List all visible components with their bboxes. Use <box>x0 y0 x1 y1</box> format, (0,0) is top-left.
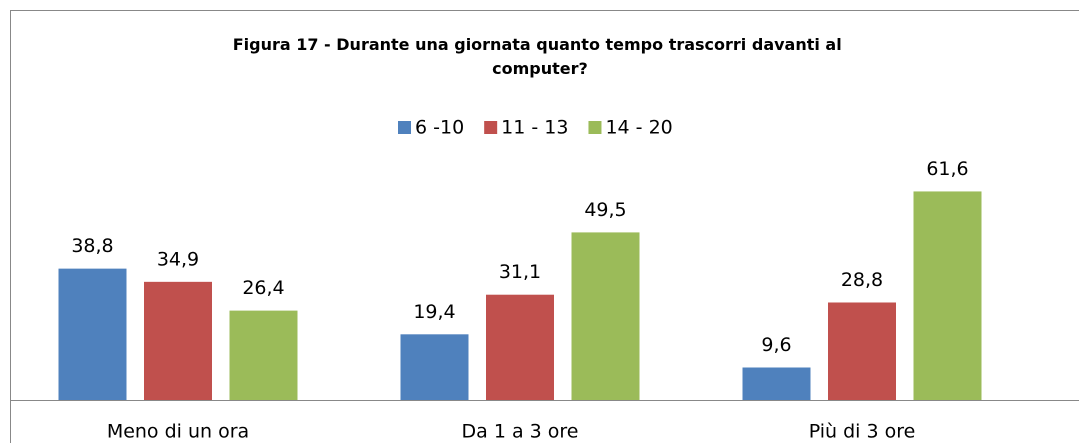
legend <box>398 121 602 134</box>
legend-label: 14 - 20 <box>605 117 672 139</box>
legend-swatch <box>398 121 411 134</box>
bar <box>571 232 640 400</box>
title-line: Figura 17 - Durante una giornata quanto … <box>233 35 842 54</box>
data-label: 9,6 <box>761 334 791 356</box>
x-tick-label: Meno di un ora <box>107 421 249 443</box>
bar <box>58 268 127 400</box>
x-tick-label: Più di 3 ore <box>809 421 916 443</box>
data-label: 28,8 <box>841 269 883 291</box>
bar <box>913 191 982 400</box>
legend-swatch <box>588 121 602 134</box>
legend-label: 11 - 13 <box>501 117 568 139</box>
bar <box>742 367 811 400</box>
data-label: 19,4 <box>413 301 455 323</box>
data-label: 49,5 <box>584 199 626 221</box>
data-label: 31,1 <box>499 261 541 283</box>
bar <box>828 302 896 400</box>
bar <box>144 281 212 400</box>
bar <box>229 310 298 400</box>
data-label: 38,8 <box>71 235 113 257</box>
chart-frame <box>10 10 1079 443</box>
bar <box>486 294 554 400</box>
data-label: 61,6 <box>926 158 968 180</box>
legend-swatch <box>484 121 498 134</box>
data-label: 26,4 <box>242 277 284 299</box>
x-tick-label: Da 1 a 3 ore <box>462 421 579 443</box>
legend-label: 6 -10 <box>415 117 464 139</box>
bar <box>400 334 469 400</box>
chart-title: Figura 17 - Durante una giornata quanto … <box>233 35 848 78</box>
data-label: 34,9 <box>157 248 199 270</box>
title-line: computer? <box>492 59 588 78</box>
